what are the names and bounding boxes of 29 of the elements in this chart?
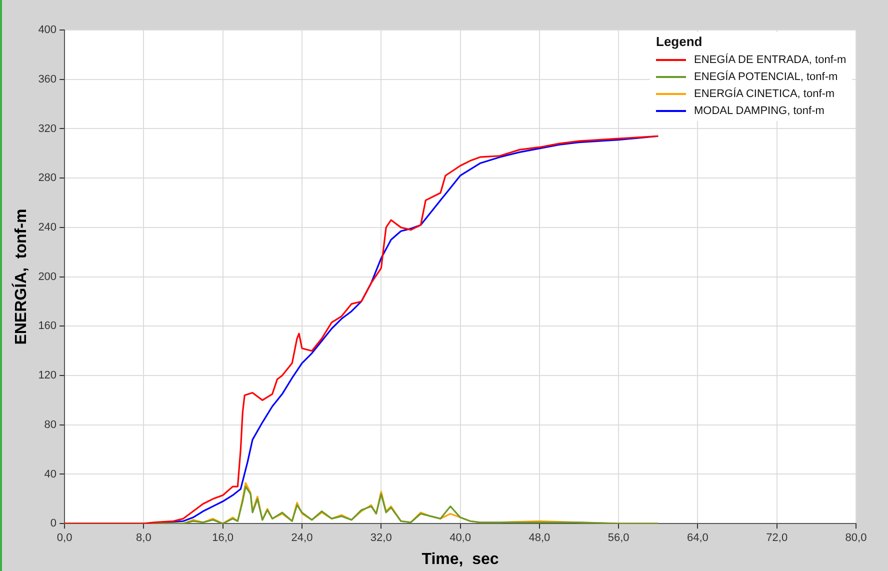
x-tick-label: 0,0 [56,532,72,544]
x-tick-label: 56,0 [608,532,630,544]
y-tick-label: 320 [38,122,57,135]
x-tick-label: 8,0 [136,532,152,544]
x-tick-label: 24,0 [291,532,313,544]
y-tick-label: 400 [38,24,57,36]
y-tick-label: 200 [38,270,57,283]
y-tick-label: 360 [38,73,57,86]
x-tick-label: 80,0 [845,532,867,544]
y-tick-label: 80 [44,418,57,431]
legend-label: ENEGÍA DE ENTRADA, tonf-m [694,54,846,66]
legend-title: Legend [656,34,704,49]
y-tick-label: 0 [50,518,57,530]
legend-label: MODAL DAMPING, tonf-m [694,104,824,116]
x-tick-label: 32,0 [370,532,392,544]
y-tick-label: 240 [38,221,57,234]
legend-label: ENERGÍA CINETICA, tonf-m [694,88,835,100]
y-tick-label: 160 [38,320,57,332]
x-tick-label: 16,0 [212,532,234,544]
y-tick-label: 120 [38,370,57,382]
y-tick-label: 40 [44,468,57,480]
y-axis-title: ENERGÍA, tonf-m [11,208,30,345]
x-axis-title: Time, sec [422,550,499,568]
x-tick-label: 40,0 [450,532,471,544]
y-tick-label: 280 [38,172,57,184]
x-tick-label: 48,0 [528,532,550,544]
x-tick-label: 64,0 [687,532,708,544]
legend-label: ENEGÍA POTENCIAL, tonf-m [694,70,838,82]
x-tick-label: 72,0 [766,532,788,544]
